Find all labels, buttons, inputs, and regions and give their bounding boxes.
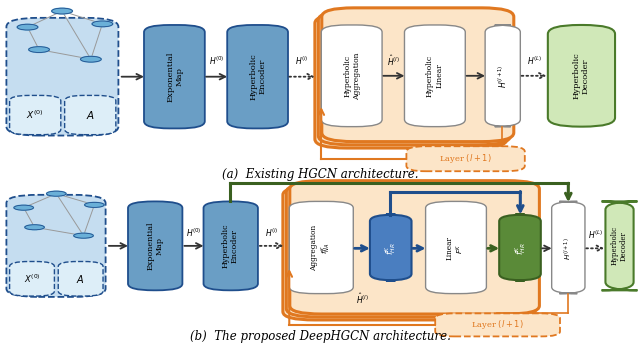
Text: (b)  The proposed DeepHGCN architecture.: (b) The proposed DeepHGCN architecture. xyxy=(189,330,451,343)
Text: Linear
$F^K$: Linear $F^K$ xyxy=(445,236,466,260)
Text: (a)  Existing HGCN architecture.: (a) Existing HGCN architecture. xyxy=(221,168,419,181)
Text: $X^{(0)}$: $X^{(0)}$ xyxy=(26,109,44,121)
FancyBboxPatch shape xyxy=(289,201,353,294)
Text: Hyperbolic
Aggregation: Hyperbolic Aggregation xyxy=(344,52,360,99)
Text: Hyperbolic
Linear: Hyperbolic Linear xyxy=(426,55,443,97)
Text: $H^{(l)}$: $H^{(l)}$ xyxy=(295,55,309,67)
Text: Hyperbolic
Decoder: Hyperbolic Decoder xyxy=(611,226,628,265)
Circle shape xyxy=(14,205,33,210)
FancyBboxPatch shape xyxy=(426,201,486,294)
Text: Exponential
Map: Exponential Map xyxy=(147,222,163,270)
Text: $H^{(0)}$: $H^{(0)}$ xyxy=(209,55,224,67)
FancyBboxPatch shape xyxy=(58,261,103,296)
FancyBboxPatch shape xyxy=(128,201,182,290)
Circle shape xyxy=(74,233,93,238)
Text: $A$: $A$ xyxy=(76,273,85,285)
Circle shape xyxy=(29,47,49,52)
Text: $f^K_{HR}$: $f^K_{HR}$ xyxy=(383,242,398,255)
FancyBboxPatch shape xyxy=(485,25,520,127)
Text: $A$: $A$ xyxy=(86,109,95,121)
Text: $H^{(l)}$: $H^{(l)}$ xyxy=(265,226,279,239)
FancyBboxPatch shape xyxy=(321,25,382,127)
FancyBboxPatch shape xyxy=(602,201,637,290)
FancyBboxPatch shape xyxy=(318,11,510,145)
FancyBboxPatch shape xyxy=(406,146,525,171)
Circle shape xyxy=(47,191,66,196)
Text: $\hat{H}^{(l)}$: $\hat{H}^{(l)}$ xyxy=(356,291,369,306)
FancyBboxPatch shape xyxy=(548,25,615,127)
FancyBboxPatch shape xyxy=(322,8,514,142)
Text: Hyperbolic
Encoder: Hyperbolic Encoder xyxy=(250,53,266,100)
Circle shape xyxy=(81,56,101,62)
FancyBboxPatch shape xyxy=(227,25,288,128)
Text: $H^{(L)}$: $H^{(L)}$ xyxy=(527,55,542,67)
FancyBboxPatch shape xyxy=(10,261,54,296)
Text: $f^K_{HR}$: $f^K_{HR}$ xyxy=(513,242,528,255)
Circle shape xyxy=(92,21,113,27)
Text: Aggregation
$f^K_{NA}$: Aggregation $f^K_{NA}$ xyxy=(310,225,333,271)
FancyBboxPatch shape xyxy=(286,184,536,317)
Circle shape xyxy=(25,225,44,230)
Text: $H^{(l+1)}$: $H^{(l+1)}$ xyxy=(496,64,509,87)
Text: $H^{(0)}$: $H^{(0)}$ xyxy=(186,226,202,239)
FancyBboxPatch shape xyxy=(65,95,116,135)
FancyBboxPatch shape xyxy=(404,25,465,127)
Text: Hyperbolic
Decoder: Hyperbolic Decoder xyxy=(573,52,589,99)
FancyBboxPatch shape xyxy=(6,195,106,297)
FancyBboxPatch shape xyxy=(204,201,258,290)
FancyBboxPatch shape xyxy=(499,215,541,281)
Text: Hyperbolic
Encoder: Hyperbolic Encoder xyxy=(222,224,239,268)
FancyBboxPatch shape xyxy=(6,18,118,135)
FancyBboxPatch shape xyxy=(290,181,540,314)
Text: Layer $(l+1)$: Layer $(l+1)$ xyxy=(471,318,524,331)
Text: $\hat{H}^{(l)}$: $\hat{H}^{(l)}$ xyxy=(387,54,400,68)
Circle shape xyxy=(84,202,104,208)
Text: $H^{(l+1)}$: $H^{(l+1)}$ xyxy=(563,237,574,260)
Text: $X^{(0)}$: $X^{(0)}$ xyxy=(24,273,40,285)
FancyBboxPatch shape xyxy=(144,25,205,128)
FancyBboxPatch shape xyxy=(435,314,560,336)
FancyBboxPatch shape xyxy=(283,187,532,320)
Circle shape xyxy=(17,24,38,30)
Text: Layer $(l+1)$: Layer $(l+1)$ xyxy=(439,152,492,165)
FancyBboxPatch shape xyxy=(370,215,412,281)
FancyBboxPatch shape xyxy=(552,201,585,294)
FancyBboxPatch shape xyxy=(315,14,507,148)
Text: $H^{(L)}$: $H^{(L)}$ xyxy=(588,228,603,240)
Text: Exponential
Map: Exponential Map xyxy=(166,51,183,102)
Circle shape xyxy=(52,8,72,14)
FancyBboxPatch shape xyxy=(10,95,61,135)
